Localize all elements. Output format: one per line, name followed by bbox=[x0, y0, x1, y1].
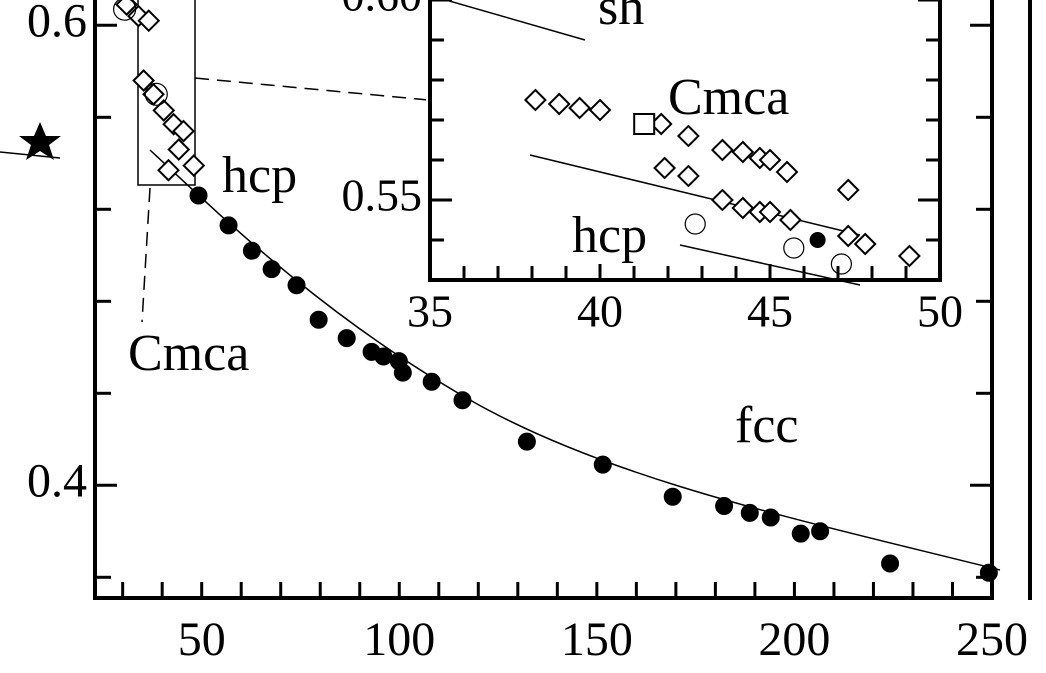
zoom-line bbox=[194, 77, 429, 101]
point bbox=[979, 563, 998, 582]
inset-plot: 35 40 45 50 0.60 0.55 sh Cmca hcp bbox=[342, 0, 963, 337]
point bbox=[242, 241, 261, 260]
fit-line bbox=[529, 154, 861, 236]
point bbox=[262, 260, 281, 279]
point bbox=[127, 4, 150, 28]
annotation: sh bbox=[598, 0, 644, 36]
point bbox=[189, 186, 208, 205]
point bbox=[517, 432, 536, 451]
point bbox=[588, 98, 612, 122]
point bbox=[775, 160, 799, 184]
point bbox=[836, 178, 860, 202]
zoom-box bbox=[137, 0, 196, 186]
point bbox=[731, 196, 755, 220]
annotation: fcc bbox=[735, 397, 798, 454]
point bbox=[633, 113, 656, 135]
point bbox=[811, 522, 830, 541]
x-tick-label: 100 bbox=[363, 613, 435, 666]
point bbox=[676, 124, 700, 148]
x-tick-label: 35 bbox=[407, 286, 453, 337]
point bbox=[309, 310, 328, 329]
x-tick-label: 200 bbox=[758, 613, 830, 666]
annotation: hcp bbox=[222, 147, 297, 204]
point bbox=[523, 88, 547, 112]
point bbox=[393, 363, 412, 382]
point bbox=[778, 208, 802, 232]
point bbox=[731, 140, 755, 164]
point bbox=[115, 0, 139, 17]
point bbox=[337, 329, 356, 348]
point bbox=[144, 82, 168, 106]
x-tick-label: 50 bbox=[178, 613, 226, 666]
side-line bbox=[0, 151, 61, 159]
axis-frame bbox=[93, 0, 994, 600]
axis-frame bbox=[428, 0, 942, 282]
annotation: hcp bbox=[572, 207, 647, 264]
annotation: Cmca bbox=[128, 325, 249, 382]
point bbox=[568, 96, 592, 120]
point bbox=[710, 188, 734, 212]
point bbox=[157, 158, 180, 182]
point bbox=[137, 9, 161, 33]
point bbox=[663, 487, 682, 506]
point bbox=[422, 372, 441, 391]
point bbox=[162, 112, 186, 136]
point bbox=[676, 164, 700, 188]
point bbox=[715, 497, 734, 515]
x-tick-label: 50 bbox=[917, 286, 963, 337]
point bbox=[172, 119, 195, 143]
point bbox=[684, 213, 706, 235]
point bbox=[897, 244, 921, 268]
point bbox=[783, 237, 805, 259]
y-tick-label: 0.4 bbox=[27, 454, 87, 507]
point bbox=[132, 69, 156, 92]
y-tick-label: 0.6 bbox=[27, 0, 87, 47]
point bbox=[791, 524, 810, 543]
point bbox=[219, 216, 238, 235]
point bbox=[830, 253, 853, 275]
point bbox=[853, 232, 877, 256]
point bbox=[453, 391, 472, 410]
annotation: Cmca bbox=[668, 69, 789, 126]
y-tick-label: 0.55 bbox=[342, 170, 423, 221]
point bbox=[653, 156, 677, 180]
star-marker bbox=[19, 122, 61, 160]
x-tick-label: 250 bbox=[956, 613, 1028, 666]
point bbox=[809, 232, 826, 248]
point bbox=[113, 0, 137, 21]
main-plot: 50 100 150 200 250 0.4 0.6 hcp Cmca fcc bbox=[27, 0, 1028, 666]
zoom-line bbox=[141, 187, 151, 323]
point bbox=[593, 455, 612, 474]
point bbox=[287, 276, 306, 295]
y-tick-label: 0.60 bbox=[342, 0, 423, 21]
point bbox=[182, 154, 206, 178]
point bbox=[758, 200, 782, 224]
point bbox=[758, 148, 782, 172]
point bbox=[761, 508, 780, 527]
x-tick-label: 40 bbox=[577, 286, 623, 337]
point bbox=[740, 503, 759, 522]
x-tick-label: 150 bbox=[561, 613, 633, 666]
point bbox=[547, 92, 571, 116]
point bbox=[836, 224, 860, 248]
point bbox=[881, 554, 900, 573]
point bbox=[710, 138, 734, 162]
point bbox=[142, 82, 165, 106]
point bbox=[167, 138, 191, 161]
fit-line bbox=[443, 0, 586, 41]
point bbox=[374, 347, 393, 366]
x-tick-label: 45 bbox=[747, 286, 793, 337]
